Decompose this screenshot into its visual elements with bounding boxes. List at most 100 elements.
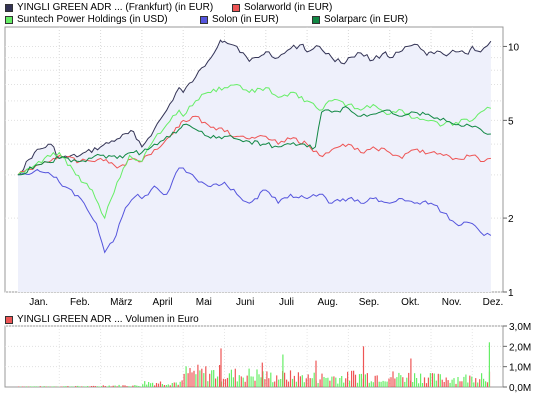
volume-bar <box>282 354 284 387</box>
volume-bar <box>215 378 217 387</box>
volume-bar <box>402 377 404 387</box>
volume-bar <box>410 358 412 387</box>
volume-bar <box>364 374 366 387</box>
y-tick-label: 1 <box>508 288 514 299</box>
volume-bar <box>226 377 229 387</box>
volume-bar <box>327 377 329 387</box>
volume-bar <box>368 382 370 387</box>
volume-bar <box>437 373 439 387</box>
y-tick-label: 2 <box>508 214 514 225</box>
volume-bar <box>317 383 319 387</box>
volume-bar <box>29 386 31 387</box>
volume-bar <box>404 381 406 387</box>
series-line <box>18 106 491 176</box>
volume-bar <box>488 371 491 387</box>
volume-bar <box>94 386 96 387</box>
volume-bar <box>207 381 209 387</box>
volume-bar <box>159 381 162 387</box>
volume-bar <box>250 376 252 387</box>
volume-bar <box>116 386 118 387</box>
volume-bar <box>134 385 136 387</box>
volume-bar <box>341 376 343 387</box>
volume-bar <box>199 370 201 387</box>
volume-legend-label: YINGLI GREEN ADR ... Volumen in Euro <box>17 314 199 325</box>
volume-bar <box>463 376 465 387</box>
volume-bar <box>222 378 225 387</box>
volume-bar <box>445 377 447 387</box>
x-tick-label: Feb. <box>70 297 90 308</box>
volume-bar <box>345 378 347 387</box>
x-tick-label: Sep. <box>359 297 380 308</box>
volume-bar <box>266 371 268 387</box>
volume-bar <box>386 381 388 387</box>
volume-bar <box>232 377 234 387</box>
volume-bar <box>112 385 114 387</box>
volume-bar <box>138 386 140 387</box>
volume-bar <box>124 385 126 387</box>
volume-bar <box>423 377 426 387</box>
volume-bar <box>268 378 270 387</box>
volume-bar <box>130 386 132 387</box>
volume-bar <box>287 381 290 387</box>
volume-bar <box>122 385 124 387</box>
volume-bar <box>483 378 485 387</box>
volume-bar <box>51 386 53 387</box>
volume-bar <box>260 377 262 387</box>
volume-bar <box>173 382 175 387</box>
volume-bar <box>343 382 345 387</box>
series-line <box>17 167 492 254</box>
volume-bar <box>315 360 317 387</box>
volume-bar <box>179 381 181 387</box>
legend-swatch <box>200 16 208 24</box>
x-tick-label: März <box>110 297 132 308</box>
volume-bar <box>234 368 236 387</box>
volume-bar <box>106 386 108 387</box>
volume-bar <box>303 382 305 387</box>
volume-bar <box>142 384 144 387</box>
volume-bar <box>148 382 150 387</box>
volume-bar <box>18 386 20 387</box>
volume-bar <box>416 378 418 387</box>
volume-bar <box>414 373 416 387</box>
volume-bar <box>33 386 35 387</box>
volume-bar <box>447 380 449 387</box>
series-line <box>17 39 492 176</box>
legend-label: YINGLI GREEN ADR ... (Frankfurt) (in EUR… <box>17 2 214 13</box>
volume-bar <box>384 381 386 387</box>
volume-bar <box>335 377 337 387</box>
volume-bar <box>25 386 28 387</box>
volume-bar <box>128 386 130 387</box>
volume-bar <box>469 375 471 387</box>
volume-bar <box>396 377 398 387</box>
volume-bar <box>63 386 65 387</box>
volume-bar <box>65 386 67 387</box>
volume-bar <box>220 348 222 387</box>
volume-bar <box>471 376 473 387</box>
volume-bar <box>39 386 41 387</box>
volume-bar <box>309 378 311 387</box>
volume-bar <box>114 385 116 387</box>
volume-bar <box>181 380 183 387</box>
volume-bar <box>45 386 47 387</box>
volume-bar <box>90 386 93 387</box>
volume-bar <box>443 382 445 387</box>
volume-bar <box>349 380 351 387</box>
volume-bar <box>144 381 146 387</box>
volume-bar <box>297 372 299 387</box>
volume-bar <box>193 370 195 387</box>
volume-bar <box>31 386 33 387</box>
x-tick-label: Jan. <box>29 297 48 308</box>
volume-bar <box>165 385 167 387</box>
volume-bar <box>431 373 433 387</box>
volume-bar <box>354 374 357 387</box>
volume-bar <box>258 374 260 387</box>
volume-bar <box>295 381 297 387</box>
volume-bar <box>380 381 382 387</box>
volume-bar <box>213 370 215 387</box>
legend-swatch <box>5 4 13 12</box>
volume-bar <box>339 378 341 387</box>
volume-bar <box>230 369 232 387</box>
volume-y-tick-label: 3,0M <box>509 322 531 333</box>
